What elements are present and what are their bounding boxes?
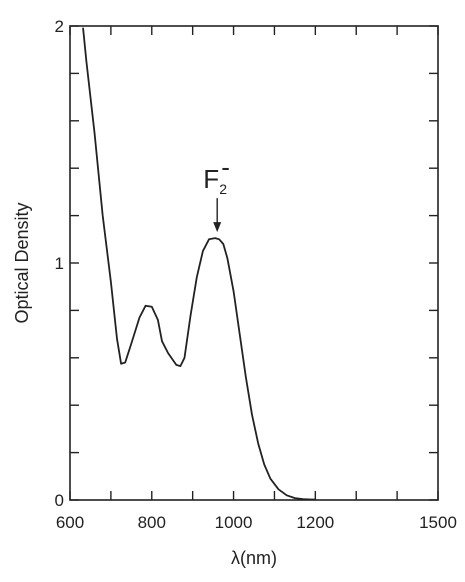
x-tick-label: 1200 (296, 513, 334, 532)
annotation-label: F (203, 164, 219, 194)
annotation-subscript: 2 (219, 181, 227, 197)
annotation-superscript: - (221, 152, 230, 182)
x-tick-label: 600 (56, 513, 84, 532)
plot-frame (69, 25, 439, 501)
x-tick-label: 1000 (215, 513, 253, 532)
tick-marks (69, 25, 439, 501)
y-tick-label: 1 (55, 254, 64, 273)
y-axis-label: Optical Density (12, 202, 32, 323)
f2-annotation: F 2 - (203, 152, 230, 233)
x-axis-label: λ(nm) (231, 548, 277, 568)
y-tick-label: 2 (55, 17, 64, 36)
x-tick-label: 1500 (419, 513, 457, 532)
annotation-arrow-head (213, 222, 222, 233)
series-line (82, 27, 317, 501)
x-tick-label: 800 (138, 513, 166, 532)
y-tick-label: 0 (55, 491, 64, 510)
tick-labels: 600 800 1000 1200 1500 0 1 2 (55, 17, 457, 532)
